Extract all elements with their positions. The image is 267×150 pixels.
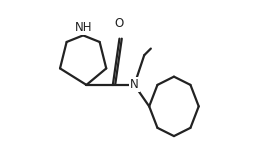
Text: N: N bbox=[130, 78, 139, 91]
Text: NH: NH bbox=[74, 21, 92, 34]
Text: O: O bbox=[115, 17, 124, 30]
